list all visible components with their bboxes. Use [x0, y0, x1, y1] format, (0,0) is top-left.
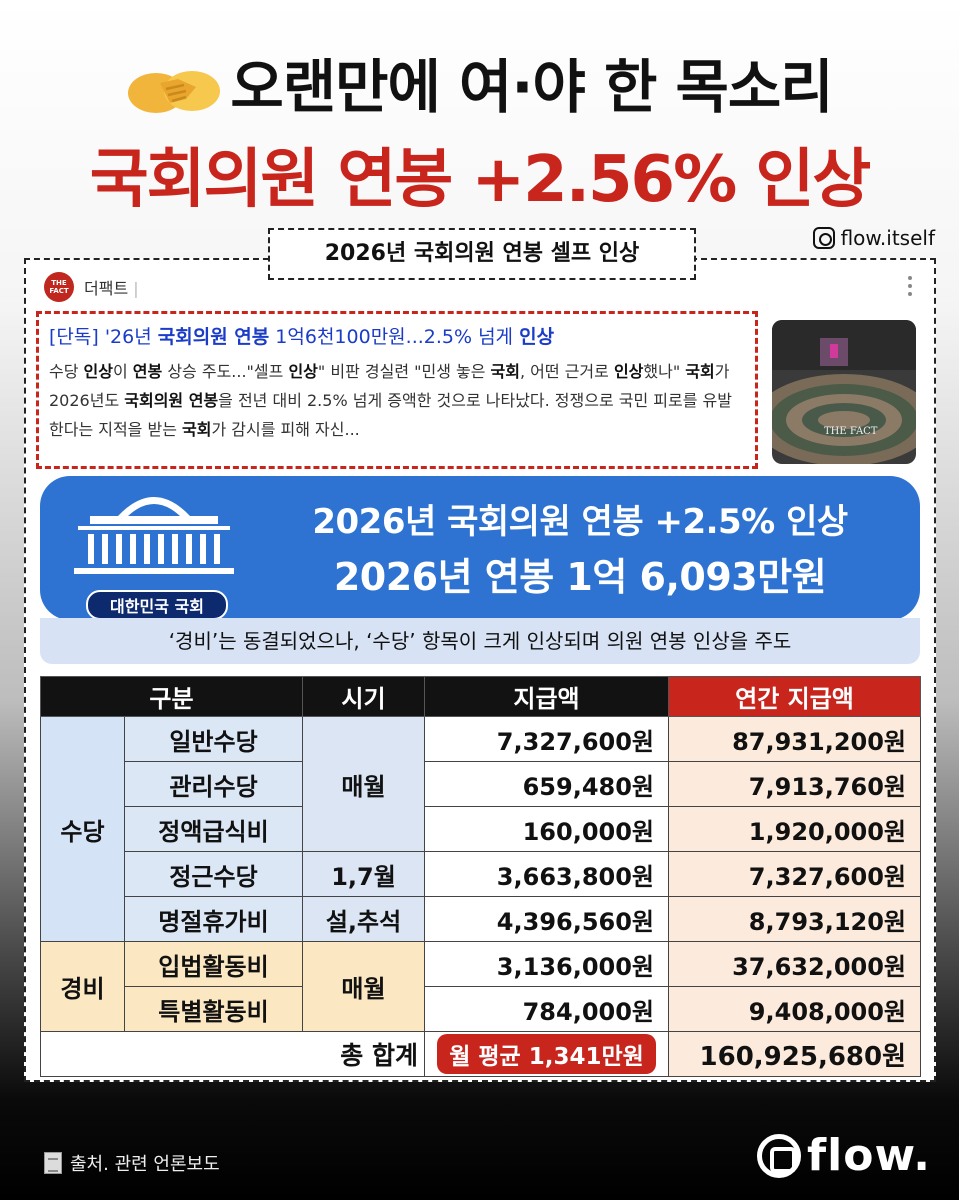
instagram-icon: [812, 227, 835, 249]
news-snippet: 수당 인상이 연봉 상승 주도..."셀프 인상" 비판 경실련 "민생 놓은 …: [49, 362, 732, 439]
table-row: 경비 입법활동비 매월 3,136,000원 37,632,000원: [40, 941, 922, 1032]
timing-cell: 1,7월: [302, 851, 426, 897]
item-name: 정액급식비: [123, 806, 304, 852]
document-icon: [44, 1152, 62, 1174]
timing-cell: 매월: [302, 941, 426, 1032]
header-annual-amount: 연간 지급액: [668, 676, 922, 717]
brand-logo: flow.: [756, 1130, 931, 1181]
assembly-hall-image: THE FACT: [772, 320, 916, 464]
salary-table: 구분 시기 지급액 연간 지급액 수당 일반수당 매월 7,327,600원 8…: [39, 676, 922, 1077]
snippet-keyword: 국회: [490, 362, 520, 381]
news-source-logo: THE FACT: [44, 272, 74, 302]
headline-text: 오랜만에 여·야 한 목소리: [230, 53, 833, 121]
svg-text:THE FACT: THE FACT: [824, 426, 878, 437]
header-timing: 시기: [302, 676, 426, 717]
news-article-box[interactable]: [단독] '26년 국회의원 연봉 1억6천100만원...2.5% 넘게 인상…: [36, 311, 758, 469]
amount-cell: 7,327,600원: [424, 716, 670, 762]
table-total-row: 총 합계 월 평균 1,341만원 160,925,680원: [39, 1031, 922, 1077]
footer-source: 출처. 관련 언론보도: [44, 1150, 220, 1176]
snippet-keyword: 인상: [288, 362, 318, 381]
amount-cell: 3,663,800원: [424, 851, 670, 897]
brand-text: flow.: [806, 1130, 931, 1181]
annual-cell: 87,931,200원: [668, 716, 922, 762]
annual-cell: 9,408,000원: [668, 986, 922, 1032]
group-expenses: 경비: [40, 941, 125, 1032]
snippet-keyword: 국회: [685, 362, 715, 381]
total-label: 총 합계: [39, 1031, 426, 1077]
annual-cell: 8,793,120원: [668, 896, 922, 942]
handshake-icon: [128, 70, 221, 113]
amount-cell: 160,000원: [424, 806, 670, 852]
news-title[interactable]: [단독] '26년 국회의원 연봉 1억6천100만원...2.5% 넘게 인상: [49, 326, 555, 348]
item-name: 명절휴가비: [123, 896, 304, 942]
footer-source-text: 출처. 관련 언론보도: [70, 1154, 220, 1175]
timing-cell: 매월: [302, 716, 426, 852]
more-options-icon[interactable]: [908, 276, 914, 298]
amount-cell: 3,136,000원: [424, 941, 670, 987]
timing-cell: 설,추석: [302, 896, 426, 942]
snippet-keyword: 인상: [83, 362, 113, 381]
annual-cell: 7,913,760원: [668, 761, 922, 807]
header-amount: 지급액: [424, 676, 670, 717]
snippet-keyword: 연봉: [132, 362, 163, 381]
snippet-keyword: 국회: [182, 420, 212, 439]
banner-salary-text: 2026년 연봉 1억 6,093만원: [333, 555, 827, 599]
instagram-handle-text: flow.itself: [840, 226, 935, 250]
banner-raise-text: 2026년 국회의원 연봉 +2.5% 인상: [312, 502, 848, 542]
news-thumbnail[interactable]: THE FACT: [772, 320, 916, 464]
table-row: 수당 일반수당 매월 7,327,600원 87,931,200원: [40, 716, 922, 942]
item-name: 관리수당: [123, 761, 304, 807]
table-row: 정근수당 1,7월 3,663,800원 7,327,600원: [41, 851, 922, 897]
annual-cell: 1,920,000원: [668, 806, 922, 852]
table-row: 특별활동비 784,000원 9,408,000원: [41, 986, 922, 1032]
subheadline: 국회의원 연봉 +2.56% 인상: [89, 143, 872, 217]
table-header-row: 구분 시기 지급액 연간 지급액: [39, 676, 922, 717]
amount-cell: 784,000원: [424, 986, 670, 1032]
snippet-keyword: 인상: [613, 362, 644, 381]
item-name: 정근수당: [123, 851, 304, 897]
item-name: 특별활동비: [123, 986, 304, 1032]
monthly-average-cell: 월 평균 1,341만원: [424, 1031, 670, 1077]
item-name: 입법활동비: [123, 941, 304, 987]
amount-cell: 659,480원: [424, 761, 670, 807]
card-tab-title: 2026년 국회의원 연봉 셀프 인상: [268, 228, 696, 280]
national-assembly-icon: [74, 497, 234, 574]
group-allowance: 수당: [40, 716, 125, 942]
total-annual-cell: 160,925,680원: [668, 1031, 922, 1077]
annual-cell: 37,632,000원: [668, 941, 922, 987]
table-row: 명절휴가비 설,추석 4,396,560원 8,793,120원: [41, 896, 922, 942]
assembly-label: 대한민국 국회: [86, 590, 228, 620]
instagram-handle[interactable]: flow.itself: [812, 226, 935, 250]
instagram-icon: [756, 1133, 801, 1178]
snippet-keyword: 국회의원 연봉: [124, 391, 219, 410]
amount-cell: 4,396,560원: [424, 896, 670, 942]
item-name: 일반수당: [123, 716, 304, 762]
headline: 오랜만에 여·야 한 목소리: [0, 40, 959, 124]
table-row: 관리수당 659,480원 7,913,760원: [41, 761, 922, 807]
banner-note: ‘경비’는 동결되었으나, ‘수당’ 항목이 크게 인상되며 의원 연봉 인상을…: [40, 618, 920, 664]
monthly-average-badge: 월 평균 1,341만원: [437, 1034, 656, 1074]
news-source-row[interactable]: THE FACT 더팩트 |: [44, 272, 139, 302]
header-category: 구분: [39, 676, 304, 717]
annual-cell: 7,327,600원: [668, 851, 922, 897]
table-row: 정액급식비 160,000원 1,920,000원: [41, 806, 922, 852]
news-source-name: 더팩트 |: [84, 279, 139, 298]
